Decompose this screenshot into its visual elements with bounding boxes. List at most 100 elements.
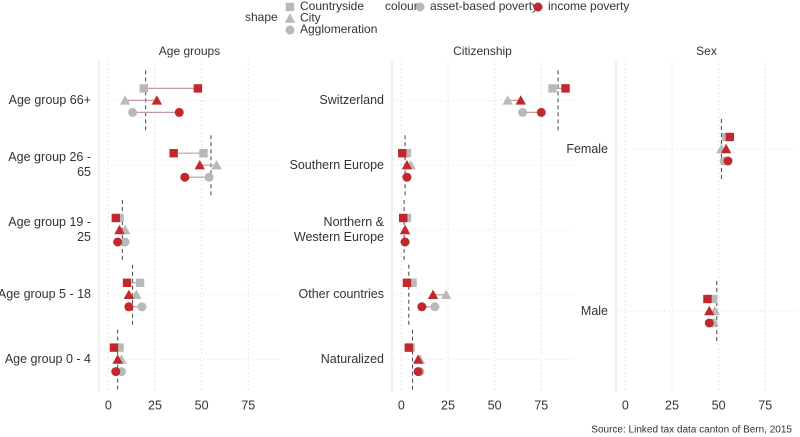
y-tick-label: Switzerland <box>319 92 384 107</box>
legend-symbol <box>285 2 295 12</box>
y-tick-label: Age group 0 - 4 <box>4 352 91 367</box>
x-tick-label: 75 <box>241 398 255 412</box>
dot <box>430 302 440 312</box>
legend-symbol <box>415 2 425 12</box>
dot <box>408 278 417 287</box>
dot <box>139 84 148 93</box>
dot <box>120 237 130 247</box>
dot <box>169 149 178 158</box>
y-tick-label: Northern & Western Europe <box>293 215 384 244</box>
x-tick-label: 50 <box>488 398 502 412</box>
dot <box>180 172 190 182</box>
y-tick-label: Naturalized <box>320 352 384 367</box>
category-label-box: Female <box>566 141 608 156</box>
legend-symbol <box>284 13 296 23</box>
dot <box>723 156 733 166</box>
dot <box>194 160 205 170</box>
x-tick-label: 50 <box>712 398 726 412</box>
category-label-box: Northern & Western Europe <box>293 215 384 244</box>
dot <box>404 343 413 352</box>
dot <box>515 95 526 105</box>
category-label-box: Male <box>580 303 608 318</box>
dot <box>111 367 121 377</box>
category-label-box: Age group 0 - 4 <box>4 352 91 367</box>
legend-label: income poverty <box>548 0 629 13</box>
legend-shape-title: shape <box>245 10 278 24</box>
dot <box>398 213 408 223</box>
legend-symbol <box>533 2 543 12</box>
panel-title: Sex <box>696 44 717 58</box>
dot <box>417 302 427 312</box>
y-tick-label: Age group 19 - 25 <box>8 215 91 244</box>
dot <box>399 224 411 235</box>
dot <box>704 305 715 316</box>
dot <box>708 294 718 304</box>
legend-colour-title: colour <box>385 0 418 13</box>
dot <box>128 107 138 117</box>
x-tick-label: 50 <box>195 398 209 412</box>
dot <box>124 302 134 312</box>
dot <box>548 84 557 93</box>
category-label-box: Age group 5 - 18 <box>0 287 91 302</box>
dot <box>400 237 410 247</box>
dot <box>561 84 570 93</box>
category-label-box: Age group 19 - 25 <box>8 215 91 244</box>
dot <box>211 160 222 170</box>
dot <box>536 107 546 117</box>
dot <box>113 237 123 247</box>
dot <box>440 289 452 299</box>
x-tick-label: 25 <box>665 398 679 412</box>
dot <box>114 224 125 235</box>
legend-label: Agglomeration <box>300 22 377 36</box>
category-label-box: Other countries <box>299 287 384 301</box>
source: Source: Linked tax data canton of Bern, … <box>591 425 792 436</box>
x-tick-label: 0 <box>622 398 629 412</box>
dot <box>112 354 123 364</box>
legend-label: City <box>300 11 321 25</box>
dot <box>193 84 203 93</box>
dot <box>720 143 732 154</box>
dot <box>401 160 413 170</box>
y-tick-label: Female <box>566 141 608 156</box>
category-label-box: Age group 26 - 65 <box>8 150 91 180</box>
dot <box>502 95 513 105</box>
dot <box>122 278 132 287</box>
dot <box>413 367 423 377</box>
x-tick-label: 25 <box>441 398 455 412</box>
x-tick-label: 75 <box>758 398 772 412</box>
dot <box>725 132 735 142</box>
x-tick-label: 25 <box>148 398 162 412</box>
dot <box>115 343 124 352</box>
legend-label: asset-based poverty <box>430 0 538 13</box>
category-label-box: Switzerland <box>319 92 384 107</box>
y-tick-label: Male <box>580 303 608 318</box>
dot <box>704 318 714 328</box>
dot <box>402 172 412 182</box>
dot <box>398 149 407 158</box>
x-tick-label: 75 <box>534 398 548 412</box>
legend-label: Countryside <box>300 0 364 13</box>
dot <box>427 289 439 299</box>
dot <box>131 289 142 299</box>
dot <box>518 107 528 117</box>
y-tick-label: Age group 66+ <box>8 92 91 107</box>
y-tick-label: Age group 5 - 18 <box>0 287 91 302</box>
dot <box>703 294 712 304</box>
dot <box>402 278 412 287</box>
y-tick-label: Age group 26 - 65 <box>8 150 91 180</box>
dot <box>119 95 131 105</box>
category-label-box: Age group 66+ <box>8 92 91 107</box>
category-label-box: Southern Europe <box>289 158 384 172</box>
legend-symbol <box>285 25 295 35</box>
dot <box>199 149 208 158</box>
x-tick-label: 0 <box>105 398 112 412</box>
dot <box>111 213 120 223</box>
dot <box>137 302 147 312</box>
dot <box>123 289 135 299</box>
dot <box>204 172 214 182</box>
dot <box>402 149 412 158</box>
dot <box>135 278 145 287</box>
dot <box>174 107 184 117</box>
category-label-box: Naturalized <box>320 352 384 367</box>
